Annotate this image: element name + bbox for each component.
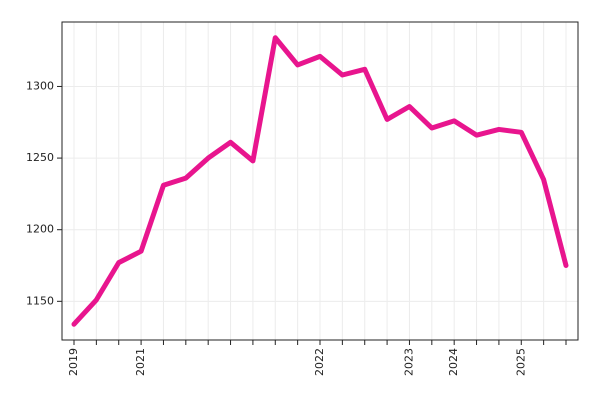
y-tick-label: 1250: [26, 151, 54, 164]
x-tick-label: 2024: [447, 348, 460, 376]
y-tick-label: 1300: [26, 79, 54, 92]
y-tick-label: 1200: [26, 223, 54, 236]
x-tick-label: 2019: [67, 348, 80, 376]
x-tick-label: 2023: [402, 348, 415, 376]
x-tick-label: 2025: [514, 348, 527, 376]
data-line: [71, 35, 569, 327]
x-tick-label: 2021: [134, 348, 147, 376]
x-tick-label: 2022: [313, 348, 326, 376]
y-tick-label: 1150: [26, 294, 54, 307]
